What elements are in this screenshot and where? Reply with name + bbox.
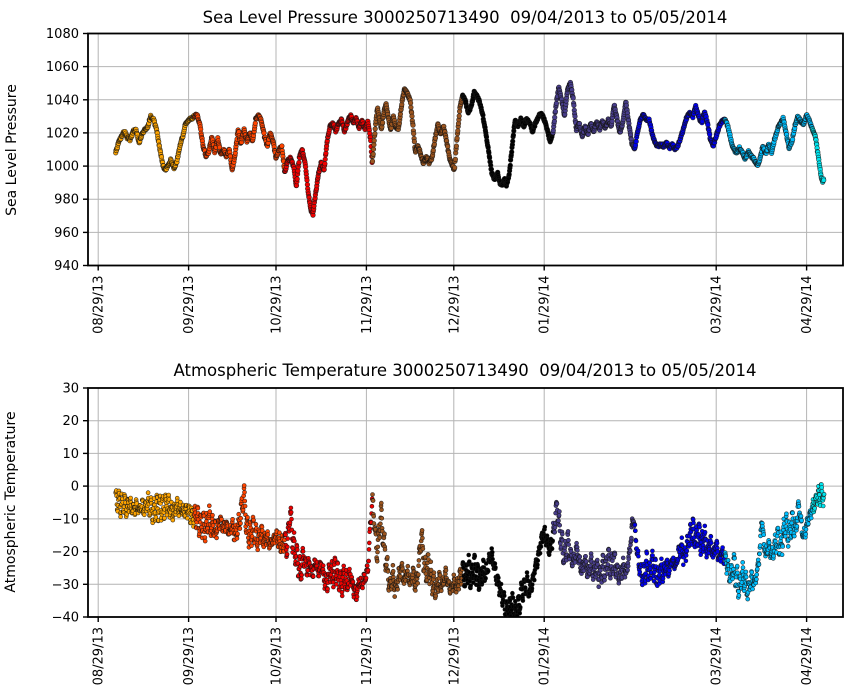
x-tick-label: 12/29/13 <box>447 627 462 685</box>
pressure-axes: 1080 1060 1040 1020 1000 980 960 940 08/29/13 09/… <box>46 27 844 334</box>
atmospheric-temperature-chart: Atmospheric Temperature 3000250713490 09… <box>3 361 844 685</box>
temperature-series-points <box>113 482 827 617</box>
x-tick-label: 10/29/13 <box>270 627 285 685</box>
x-tick-label: 11/29/13 <box>360 276 375 334</box>
x-tick-label: 01/29/14 <box>538 276 553 334</box>
x-tick-label: 01/29/14 <box>538 627 553 685</box>
x-tick-label: 08/29/13 <box>92 627 107 685</box>
pressure-y-axis-label: Sea Level Pressure <box>4 84 20 216</box>
temperature-y-axis-label: Atmospheric Temperature <box>3 411 19 592</box>
y-tick-label: 1060 <box>46 60 79 75</box>
y-tick-label: 1040 <box>46 93 79 108</box>
x-tick-label: 10/29/13 <box>270 276 285 334</box>
pressure-series-points <box>113 79 827 218</box>
y-tick-label: 20 <box>62 414 79 429</box>
temperature-axes: 30 20 10 0 −10 −20 −30 −40 08/29/13 09/29/13 10/29… <box>52 382 844 685</box>
temperature-chart-title: Atmospheric Temperature 3000250713490 09… <box>174 361 757 380</box>
y-tick-label: 0 <box>71 480 79 495</box>
y-tick-label: 1020 <box>46 126 79 141</box>
x-tick-label: 04/29/14 <box>800 627 815 685</box>
pressure-chart-title: Sea Level Pressure 3000250713490 09/04/2… <box>203 8 728 27</box>
y-tick-label: −20 <box>52 545 79 560</box>
y-tick-label: 1000 <box>46 160 79 175</box>
y-tick-label: 980 <box>54 193 79 208</box>
x-tick-label: 09/29/13 <box>182 627 197 685</box>
y-tick-label: 10 <box>62 447 79 462</box>
y-tick-label: −40 <box>52 611 79 626</box>
x-tick-label: 03/29/14 <box>710 627 725 685</box>
x-tick-label: 09/29/13 <box>182 276 197 334</box>
x-tick-label: 11/29/13 <box>360 627 375 685</box>
pressure-gridlines <box>88 33 843 266</box>
x-tick-label: 03/29/14 <box>710 276 725 334</box>
sea-level-pressure-chart: Sea Level Pressure 3000250713490 09/04/2… <box>4 8 844 334</box>
x-tick-label: 04/29/14 <box>800 276 815 334</box>
x-tick-label: 12/29/13 <box>447 276 462 334</box>
y-tick-label: 30 <box>62 382 79 397</box>
y-tick-label: −10 <box>52 512 79 527</box>
y-tick-label: 1080 <box>46 27 79 42</box>
x-tick-label: 08/29/13 <box>92 276 107 334</box>
y-tick-label: 940 <box>54 259 79 274</box>
y-tick-label: 960 <box>54 226 79 241</box>
y-tick-label: −30 <box>52 578 79 593</box>
